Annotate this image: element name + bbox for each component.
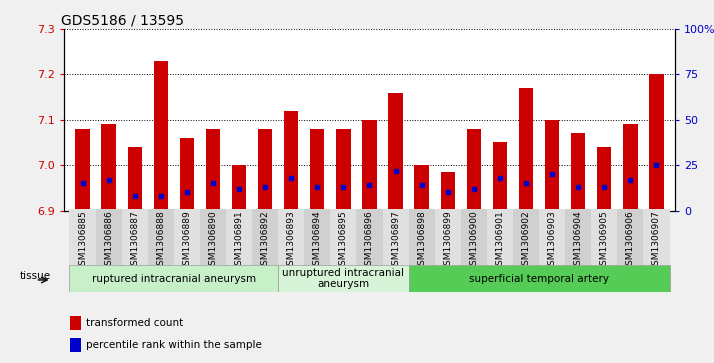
Bar — [415, 165, 429, 211]
Bar — [356, 209, 383, 265]
Bar — [310, 129, 324, 211]
Bar — [284, 111, 298, 211]
Bar — [206, 129, 220, 211]
Text: ruptured intracranial aneurysm: ruptured intracranial aneurysm — [92, 274, 256, 284]
Bar — [200, 209, 226, 265]
Bar — [519, 88, 533, 211]
Bar — [441, 172, 455, 211]
Bar — [96, 209, 121, 265]
Bar — [591, 209, 618, 265]
Text: GDS5186 / 13595: GDS5186 / 13595 — [61, 14, 184, 28]
Bar — [121, 209, 148, 265]
Bar — [336, 129, 351, 211]
Bar — [69, 209, 96, 265]
Text: transformed count: transformed count — [86, 318, 183, 328]
Text: GSM1306889: GSM1306889 — [182, 211, 191, 271]
Bar — [435, 209, 461, 265]
Bar — [101, 125, 116, 211]
Bar — [383, 209, 408, 265]
Text: GSM1306903: GSM1306903 — [548, 211, 557, 271]
Text: unruptured intracranial
aneurysm: unruptured intracranial aneurysm — [283, 268, 404, 289]
Bar — [493, 143, 507, 211]
Bar — [461, 209, 487, 265]
Bar — [623, 125, 638, 211]
Text: GSM1306887: GSM1306887 — [130, 211, 139, 271]
Bar — [226, 209, 252, 265]
Bar — [539, 209, 565, 265]
Text: GSM1306885: GSM1306885 — [78, 211, 87, 271]
Text: GSM1306894: GSM1306894 — [313, 211, 322, 271]
Text: GSM1306905: GSM1306905 — [600, 211, 609, 271]
Text: superficial temporal artery: superficial temporal artery — [469, 274, 609, 284]
Bar — [597, 147, 611, 211]
Text: percentile rank within the sample: percentile rank within the sample — [86, 340, 261, 350]
Bar — [643, 209, 670, 265]
Text: GSM1306899: GSM1306899 — [443, 211, 452, 271]
Bar — [69, 265, 278, 292]
Bar — [71, 316, 81, 330]
Bar — [545, 120, 559, 211]
Bar — [408, 209, 435, 265]
Text: GSM1306891: GSM1306891 — [235, 211, 243, 271]
Text: GSM1306904: GSM1306904 — [574, 211, 583, 271]
Bar — [232, 165, 246, 211]
Text: GSM1306886: GSM1306886 — [104, 211, 113, 271]
Bar — [467, 129, 481, 211]
Bar — [278, 265, 408, 292]
Bar — [278, 209, 304, 265]
Bar — [408, 265, 670, 292]
Text: GSM1306902: GSM1306902 — [521, 211, 531, 271]
Bar — [258, 129, 272, 211]
Bar — [649, 74, 663, 211]
Text: GSM1306906: GSM1306906 — [626, 211, 635, 271]
Text: GSM1306907: GSM1306907 — [652, 211, 661, 271]
Bar — [128, 147, 142, 211]
Bar — [252, 209, 278, 265]
Bar — [388, 93, 403, 211]
Bar — [180, 138, 194, 211]
Text: tissue: tissue — [19, 271, 51, 281]
Text: GSM1306896: GSM1306896 — [365, 211, 374, 271]
Text: GSM1306893: GSM1306893 — [287, 211, 296, 271]
Bar — [71, 338, 81, 352]
Bar — [174, 209, 200, 265]
Text: GSM1306892: GSM1306892 — [261, 211, 270, 271]
Bar — [513, 209, 539, 265]
Text: GSM1306901: GSM1306901 — [496, 211, 504, 271]
Bar — [362, 120, 377, 211]
Text: GSM1306898: GSM1306898 — [417, 211, 426, 271]
Text: GSM1306888: GSM1306888 — [156, 211, 165, 271]
Bar — [565, 209, 591, 265]
Bar — [76, 129, 90, 211]
Bar — [154, 61, 168, 211]
Bar — [487, 209, 513, 265]
Bar — [618, 209, 643, 265]
Bar — [571, 133, 585, 211]
Text: GSM1306895: GSM1306895 — [339, 211, 348, 271]
Text: GSM1306897: GSM1306897 — [391, 211, 400, 271]
Bar — [148, 209, 174, 265]
Bar — [304, 209, 331, 265]
Text: GSM1306900: GSM1306900 — [469, 211, 478, 271]
Text: GSM1306890: GSM1306890 — [208, 211, 218, 271]
Bar — [331, 209, 356, 265]
